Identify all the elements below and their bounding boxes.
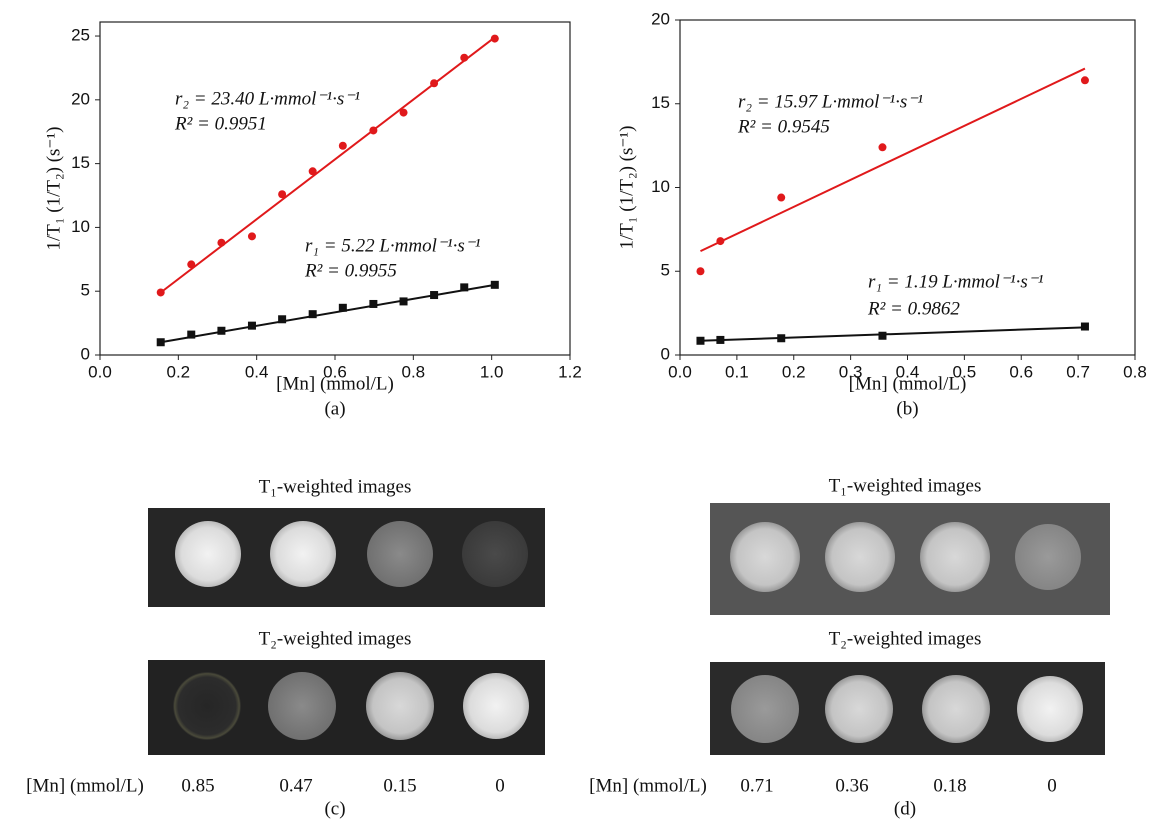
annotation: r₂ = 15.97 L·mmol⁻¹·s⁻¹: [738, 91, 923, 112]
concentration-value: 0.36: [835, 775, 868, 796]
y-tick-label: 15: [651, 93, 670, 112]
concentration-label: [Mn] (mmol/L): [26, 775, 144, 796]
point: [369, 300, 377, 308]
y-tick-label: 15: [71, 153, 90, 172]
y-tick-label: 20: [71, 89, 90, 108]
point: [696, 267, 704, 275]
x-tick-label: 0.0: [668, 362, 692, 381]
concentration-value: 0.47: [279, 775, 312, 796]
point: [400, 109, 408, 117]
point: [430, 291, 438, 299]
point: [696, 337, 704, 345]
y-tick-label: 10: [71, 217, 90, 236]
annotation: R² = 0.9545: [737, 116, 830, 137]
annotation: r₁ = 5.22 L·mmol⁻¹·s⁻¹: [305, 235, 481, 256]
concentration-value: 0.18: [933, 775, 966, 796]
annotation: r₂ = 23.40 L·mmol⁻¹·s⁻¹: [175, 88, 360, 109]
point: [248, 322, 256, 330]
point: [369, 126, 377, 134]
point: [157, 288, 165, 296]
annotation: R² = 0.9862: [867, 298, 960, 319]
plot-frame: [100, 22, 570, 355]
annotation: r₁ = 1.19 L·mmol⁻¹·s⁻¹: [868, 271, 1044, 292]
point: [217, 239, 225, 247]
image-title: T₁-weighted images: [259, 476, 412, 497]
y-axis-title: 1/T₁ (1/T₂) (s⁻¹): [43, 127, 64, 251]
x-tick-label: 1.0: [480, 362, 504, 381]
point: [339, 304, 347, 312]
concentration-value: 0.15: [383, 775, 416, 796]
point: [777, 334, 785, 342]
point: [491, 35, 499, 43]
point: [339, 142, 347, 150]
concentration-value: 0.71: [740, 775, 773, 796]
x-axis-title: [Mn] (mmol/L): [276, 373, 394, 394]
point: [187, 260, 195, 268]
caption: (d): [894, 798, 916, 819]
caption: (a): [324, 398, 345, 419]
point: [309, 310, 317, 318]
fit-line: [161, 285, 495, 342]
y-tick-label: 10: [651, 177, 670, 196]
x-tick-label: 0.6: [1009, 362, 1033, 381]
y-axis-title: 1/T₁ (1/T₂) (s⁻¹): [616, 126, 637, 250]
concentration-value: 0.85: [181, 775, 214, 796]
point: [460, 283, 468, 291]
x-tick-label: 0.2: [782, 362, 806, 381]
point: [309, 167, 317, 175]
y-tick-label: 25: [71, 26, 90, 45]
caption: (c): [324, 798, 345, 819]
x-tick-label: 0.8: [402, 362, 426, 381]
point: [716, 237, 724, 245]
point: [400, 297, 408, 305]
x-tick-label: 0.4: [245, 362, 269, 381]
image-title: T₂-weighted images: [829, 628, 982, 649]
point: [278, 315, 286, 323]
concentration-label: [Mn] (mmol/L): [589, 775, 707, 796]
point: [248, 232, 256, 240]
image-title: T₁-weighted images: [829, 475, 982, 496]
x-tick-label: 1.2: [558, 362, 582, 381]
point: [777, 194, 785, 202]
concentration-value: 0: [1047, 775, 1057, 796]
point: [217, 327, 225, 335]
image-title: T₂-weighted images: [259, 628, 412, 649]
x-tick-label: 0.0: [88, 362, 112, 381]
figure: 0.0 0.2 0.4 0.6 0.8 1.0 1.2 0 5 10 15 20 25 [Mn] (mmo…: [0, 0, 1149, 823]
point: [491, 281, 499, 289]
point: [1081, 76, 1089, 84]
point: [878, 332, 886, 340]
x-tick-label: 0.7: [1066, 362, 1090, 381]
fit-line: [700, 327, 1084, 340]
y-tick-label: 5: [81, 281, 90, 300]
y-tick-label: 5: [661, 261, 670, 280]
point: [878, 143, 886, 151]
point: [716, 336, 724, 344]
point: [1081, 323, 1089, 331]
y-tick-label: 0: [661, 344, 670, 363]
y-tick-label: 0: [81, 344, 90, 363]
y-tick-label: 20: [651, 9, 670, 28]
point: [187, 331, 195, 339]
point: [157, 338, 165, 346]
x-tick-label: 0.2: [167, 362, 191, 381]
x-tick-label: 0.8: [1123, 362, 1147, 381]
caption: (b): [896, 398, 918, 419]
point: [460, 54, 468, 62]
point: [278, 190, 286, 198]
x-tick-label: 0.1: [725, 362, 749, 381]
x-axis-title: [Mn] (mmol/L): [849, 373, 967, 394]
annotation: R² = 0.9951: [174, 113, 267, 134]
concentration-value: 0: [495, 775, 505, 796]
annotation: R² = 0.9955: [304, 260, 397, 281]
point: [430, 79, 438, 87]
